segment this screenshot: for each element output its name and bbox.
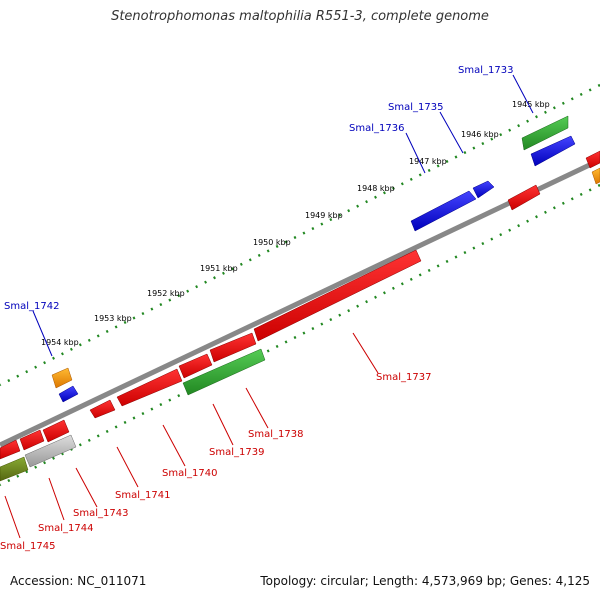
- tick-label-1946: 1946 kbp: [461, 130, 499, 139]
- gene-feature-smal-1745[interactable]: [0, 456, 29, 482]
- gene-feature-smal-1743[interactable]: [89, 399, 116, 419]
- leader-smal-1742: [32, 310, 53, 357]
- outer-scale-ring: [0, 83, 600, 387]
- tick-label-1951: 1951 kbp: [200, 264, 238, 273]
- gene-label-smal-1737[interactable]: Smal_1737: [376, 372, 431, 383]
- gene-feature-red-left-c[interactable]: [0, 439, 21, 460]
- leader-smal-1735: [439, 111, 464, 154]
- genome-summary-text: Topology: circular; Length: 4,573,969 bp…: [260, 574, 590, 588]
- leader-smal-1737: [352, 332, 379, 374]
- gene-label-smal-1739[interactable]: Smal_1739: [209, 447, 264, 458]
- gene-feature-smal-1740[interactable]: [178, 353, 213, 379]
- gene-label-smal-1744[interactable]: Smal_1744: [38, 523, 93, 534]
- leader-smal-1738: [245, 387, 269, 429]
- leader-smal-1739: [212, 403, 234, 446]
- gene-feature-smal-1738[interactable]: [209, 332, 257, 363]
- gene-label-smal-1740[interactable]: Smal_1740: [162, 468, 217, 479]
- gene-label-smal-1742[interactable]: Smal_1742: [4, 301, 59, 312]
- leader-smal-1741: [116, 446, 139, 488]
- gene-feature-orange-top[interactable]: [51, 367, 73, 389]
- gene-feature-smal-1736[interactable]: [410, 190, 477, 232]
- tick-label-1949: 1949 kbp: [305, 211, 343, 220]
- genome-backbone: [0, 157, 600, 448]
- gene-label-smal-1736[interactable]: Smal_1736: [349, 123, 404, 134]
- outer-leader-lines: [32, 74, 534, 357]
- gene-label-smal-1735[interactable]: Smal_1735: [388, 102, 443, 113]
- gene-label-smal-1741[interactable]: Smal_1741: [115, 490, 170, 501]
- gene-feature-smal-1739[interactable]: [182, 348, 266, 396]
- accession-text: Accession: NC_011071: [10, 574, 147, 588]
- gene-feature-red-left-b[interactable]: [19, 429, 45, 451]
- leader-smal-1744: [48, 477, 65, 521]
- gene-label-smal-1745[interactable]: Smal_1745: [0, 541, 55, 552]
- gene-label-smal-1733[interactable]: Smal_1733: [458, 65, 513, 76]
- reverse-track[interactable]: [0, 150, 600, 482]
- gene-feature-smal-1734[interactable]: [530, 135, 576, 167]
- gene-feature-smal-1742[interactable]: [58, 385, 79, 403]
- gene-feature-orange-edge[interactable]: [591, 167, 600, 185]
- inner-leader-lines: [4, 332, 379, 539]
- gene-label-smal-1743[interactable]: Smal_1743: [73, 508, 128, 519]
- forward-track: [51, 115, 600, 403]
- gene-label-smal-1738[interactable]: Smal_1738: [248, 429, 303, 440]
- gene-feature-red-left-a[interactable]: [42, 419, 70, 443]
- gene-feature-smal-1741[interactable]: [116, 368, 183, 407]
- tick-label-1954: 1954 kbp: [41, 338, 79, 347]
- leader-smal-1743: [75, 467, 98, 508]
- inner-scale-ring: [0, 183, 600, 487]
- gene-feature-smal-1737[interactable]: [253, 249, 422, 342]
- map-title: Stenotrophomonas maltophilia R551-3, com…: [111, 9, 489, 24]
- gene-feature-red-edge[interactable]: [585, 150, 600, 169]
- gene-feature-red-small[interactable]: [507, 184, 541, 211]
- leader-smal-1733: [512, 74, 534, 114]
- gene-feature-smal-1744[interactable]: [24, 434, 77, 468]
- tick-label-1953: 1953 kbp: [94, 314, 132, 323]
- leader-smal-1736: [405, 132, 426, 174]
- leader-smal-1740: [162, 424, 186, 467]
- tick-label-1948: 1948 kbp: [357, 184, 395, 193]
- tick-label-1950: 1950 kbp: [253, 238, 291, 247]
- gene-feature-smal-1735[interactable]: [472, 180, 495, 199]
- tick-label-1947: 1947 kbp: [409, 157, 447, 166]
- tick-label-1945: 1945 kbp: [512, 100, 550, 109]
- tick-label-1952: 1952 kbp: [147, 289, 185, 298]
- leader-smal-1745: [4, 495, 21, 539]
- gene-feature-smal-1733[interactable]: [521, 115, 569, 151]
